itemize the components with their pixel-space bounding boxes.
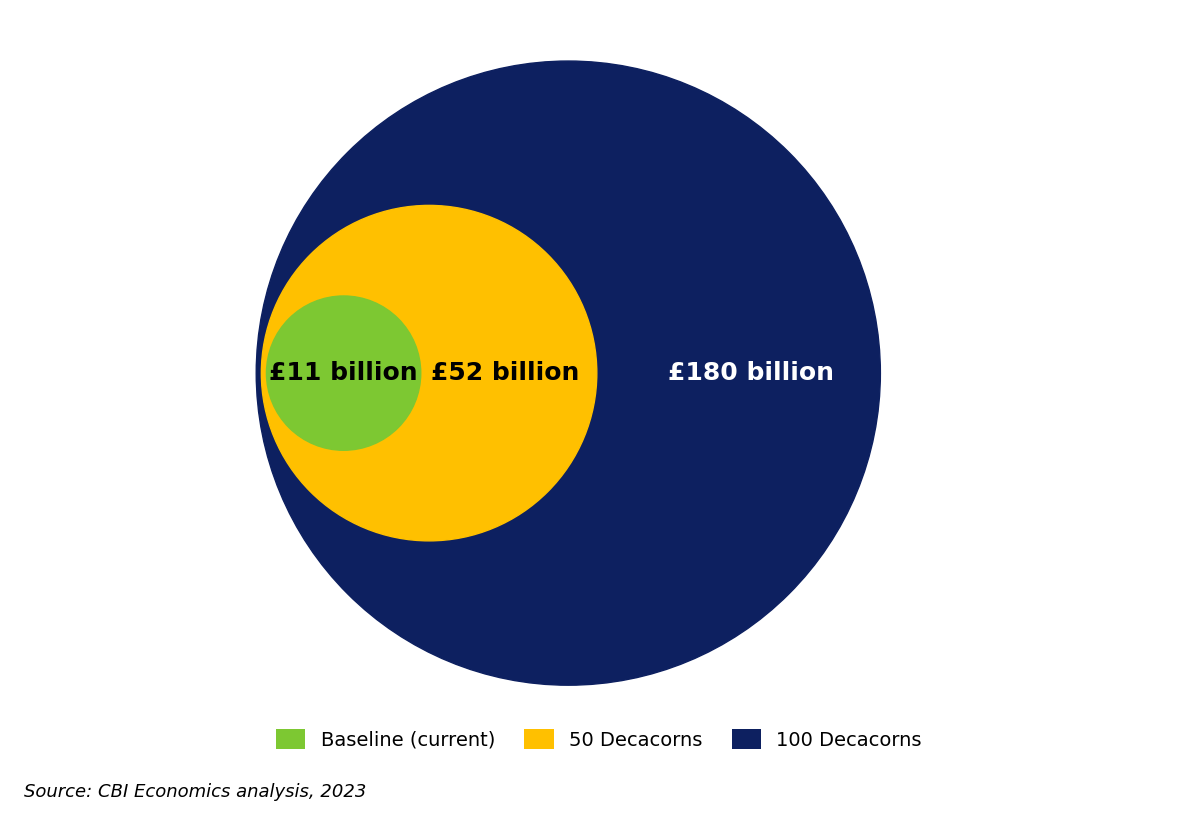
Text: £180 billion: £180 billion [668, 361, 835, 385]
Circle shape [266, 296, 420, 450]
Text: £11 billion: £11 billion [270, 361, 418, 385]
Text: Source: CBI Economics analysis, 2023: Source: CBI Economics analysis, 2023 [24, 783, 367, 801]
Text: £52 billion: £52 billion [431, 361, 580, 385]
Circle shape [256, 61, 881, 685]
Circle shape [261, 205, 597, 541]
Legend: Baseline (current), 50 Decacorns, 100 Decacorns: Baseline (current), 50 Decacorns, 100 De… [268, 721, 930, 757]
